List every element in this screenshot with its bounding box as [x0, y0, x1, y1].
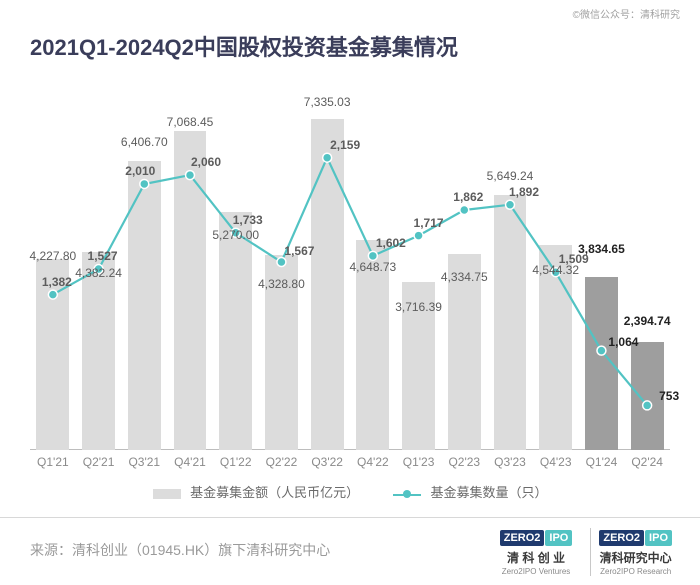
- line-value-label: 1,862: [453, 190, 483, 204]
- x-tick-label: Q4'22: [357, 455, 389, 469]
- line-value-label: 1,527: [88, 249, 118, 263]
- line-point: [368, 251, 377, 260]
- line-value-label: 1,064: [608, 335, 638, 349]
- logo-cn-text: 清科研究中心: [599, 549, 672, 566]
- bar-value-label: 4,648.73: [333, 260, 413, 274]
- logo-badge-right: IPO: [645, 530, 672, 546]
- line-point: [323, 153, 332, 162]
- line-point: [48, 290, 57, 299]
- x-tick-label: Q2'23: [448, 455, 480, 469]
- x-tick-label: Q2'22: [266, 455, 298, 469]
- line-point: [460, 206, 469, 215]
- legend-bar-swatch: [153, 489, 181, 499]
- brand-logo: ZERO2IPO 清科研究中心Zero2IPO Research: [590, 528, 680, 576]
- line-value-label: 753: [659, 389, 679, 403]
- line-value-label: 1,717: [414, 216, 444, 230]
- x-tick-label: Q4'21: [174, 455, 206, 469]
- x-tick-label: Q2'24: [631, 455, 663, 469]
- x-tick-label: Q3'22: [311, 455, 343, 469]
- logo-badge-left: ZERO2: [599, 530, 644, 546]
- chart-title: 2021Q1-2024Q2中国股权投资基金募集情况: [30, 30, 458, 62]
- x-tick-label: Q3'23: [494, 455, 526, 469]
- logo-cn-text: 清 科 创 业: [500, 549, 573, 566]
- line-point: [597, 346, 606, 355]
- line-value-label: 1,733: [233, 213, 263, 227]
- logo-badge: ZERO2IPO: [500, 528, 573, 546]
- x-tick-label: Q3'21: [128, 455, 160, 469]
- logo-badge: ZERO2IPO: [599, 528, 672, 546]
- x-tick-label: Q1'22: [220, 455, 252, 469]
- bar-value-label: 4,227.80: [13, 249, 93, 263]
- chart-container: ©微信公众号：清科研究 2021Q1-2024Q2中国股权投资基金募集情况 4,…: [0, 0, 700, 585]
- legend-bar-label: 基金募集金额（人民币亿元）: [190, 485, 359, 500]
- bar-value-label: 2,394.74: [607, 314, 687, 328]
- logo-en-text: Zero2IPO Ventures: [500, 567, 573, 576]
- line-point: [506, 200, 515, 209]
- x-axis-labels: Q1'21 Q2'21 Q3'21 Q4'21 Q1'22 Q2'22 Q3'22 Q4'22…: [30, 455, 670, 475]
- bar-value-label: 7,335.03: [287, 95, 367, 109]
- logo-group: ZERO2IPO清 科 创 业Zero2IPO VenturesZERO2IPO…: [492, 528, 680, 576]
- x-tick-label: Q1'24: [586, 455, 618, 469]
- watermark-text: ©微信公众号：清科研究: [573, 6, 680, 21]
- line-point: [414, 231, 423, 240]
- bar-value-label: 4,334.75: [424, 270, 504, 284]
- bar-value-label: 4,328.80: [241, 277, 321, 291]
- x-tick-label: Q1'23: [403, 455, 435, 469]
- legend-line-label: 基金募集数量（只）: [430, 485, 547, 500]
- logo-badge-left: ZERO2: [500, 530, 545, 546]
- footer: 来源：清科创业（01945.HK）旗下清科研究中心 ZERO2IPO清 科 创 …: [0, 517, 700, 585]
- source-text: 来源：清科创业（01945.HK）旗下清科研究中心: [30, 540, 330, 560]
- chart-plot-area: 4,227.804,382.246,406.707,068.455,270.00…: [30, 80, 670, 450]
- brand-logo: ZERO2IPO 清 科 创 业Zero2IPO Ventures: [492, 528, 581, 576]
- logo-en-text: Zero2IPO Research: [599, 567, 672, 576]
- line-path: [53, 158, 647, 406]
- line-point: [186, 171, 195, 180]
- line-value-label: 1,509: [559, 252, 589, 266]
- x-tick-label: Q4'23: [540, 455, 572, 469]
- line-value-label: 1,892: [509, 185, 539, 199]
- line-value-label: 1,382: [42, 275, 72, 289]
- x-tick-label: Q1'21: [37, 455, 69, 469]
- legend: 基金募集金额（人民币亿元） 基金募集数量（只）: [0, 482, 700, 501]
- line-point: [277, 258, 286, 267]
- logo-badge-right: IPO: [545, 530, 572, 546]
- bar-value-label: 7,068.45: [150, 115, 230, 129]
- bar-value-label: 5,649.24: [470, 169, 550, 183]
- line-value-label: 2,060: [191, 155, 221, 169]
- bar-value-label: 3,716.39: [379, 300, 459, 314]
- x-tick-label: Q2'21: [83, 455, 115, 469]
- legend-line-swatch: [393, 489, 421, 499]
- line-value-label: 2,159: [330, 138, 360, 152]
- line-value-label: 1,602: [376, 236, 406, 250]
- bar-value-label: 5,270.00: [196, 228, 276, 242]
- line-value-label: 2,010: [125, 164, 155, 178]
- bar-value-label: 6,406.70: [104, 135, 184, 149]
- line-value-label: 1,567: [284, 244, 314, 258]
- line-point: [140, 179, 149, 188]
- line-point: [643, 401, 652, 410]
